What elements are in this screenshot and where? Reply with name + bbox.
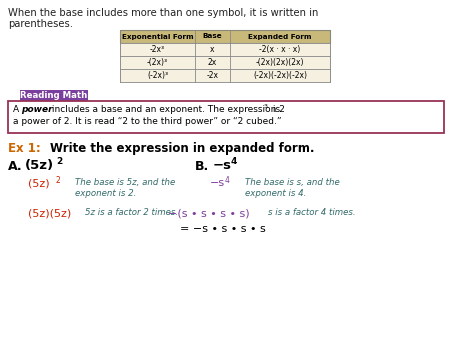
Text: (5z): (5z) (28, 178, 50, 188)
Text: a power of 2. It is read “2 to the third power” or “2 cubed.”: a power of 2. It is read “2 to the third… (13, 117, 282, 126)
Text: The base is s, and the: The base is s, and the (245, 178, 340, 187)
Text: Reading Math: Reading Math (20, 91, 88, 100)
Text: x: x (210, 45, 215, 54)
Text: 4: 4 (231, 157, 238, 166)
Text: The base is 5z, and the: The base is 5z, and the (75, 178, 175, 187)
Text: -2(x · x · x): -2(x · x · x) (259, 45, 301, 54)
Text: 2x: 2x (208, 58, 217, 67)
Text: 2: 2 (55, 176, 60, 185)
Text: -2x: -2x (207, 71, 219, 80)
Text: When the base includes more than one symbol, it is written in: When the base includes more than one sym… (8, 8, 319, 18)
Text: (-2x)³: (-2x)³ (147, 71, 168, 80)
Text: = −s • s • s • s: = −s • s • s • s (180, 224, 266, 234)
Text: 3: 3 (264, 104, 268, 109)
Text: exponent is 4.: exponent is 4. (245, 189, 306, 198)
Text: Base: Base (202, 33, 222, 40)
Text: A.: A. (8, 160, 22, 173)
Text: −(s • s • s • s): −(s • s • s • s) (168, 208, 250, 218)
Bar (120, 43, 330, 56)
Text: (5z)(5z): (5z)(5z) (28, 208, 71, 218)
Bar (120, 69, 330, 82)
Text: (5z): (5z) (25, 159, 54, 172)
Text: 2: 2 (56, 157, 62, 166)
Text: Exponential Form: Exponential Form (122, 33, 194, 40)
Text: −s: −s (210, 178, 225, 188)
Bar (120, 30, 330, 43)
Text: 4: 4 (225, 176, 230, 185)
Text: -(2x)³: -(2x)³ (147, 58, 168, 67)
Text: Expanded Form: Expanded Form (248, 33, 312, 40)
Text: power: power (21, 105, 53, 114)
Bar (120, 56, 330, 69)
Text: is: is (270, 105, 280, 114)
Text: B.: B. (195, 160, 209, 173)
Text: −s: −s (213, 159, 232, 172)
Text: exponent is 2.: exponent is 2. (75, 189, 136, 198)
Text: s is a factor 4 times.: s is a factor 4 times. (268, 208, 356, 217)
Text: A: A (13, 105, 22, 114)
Text: (-2x)(-2x)(-2x): (-2x)(-2x)(-2x) (253, 71, 307, 80)
Text: Write the expression in expanded form.: Write the expression in expanded form. (50, 142, 315, 155)
Text: 5z is a factor 2 times.: 5z is a factor 2 times. (85, 208, 178, 217)
Text: -(2x)(2x)(2x): -(2x)(2x)(2x) (256, 58, 304, 67)
Text: parentheses.: parentheses. (8, 19, 73, 29)
Text: includes a base and an exponent. The expression 2: includes a base and an exponent. The exp… (49, 105, 285, 114)
Text: -2x³: -2x³ (150, 45, 165, 54)
Bar (20, 90, 88, 101)
Text: Ex 1:: Ex 1: (8, 142, 41, 155)
Bar (8, 101, 444, 133)
